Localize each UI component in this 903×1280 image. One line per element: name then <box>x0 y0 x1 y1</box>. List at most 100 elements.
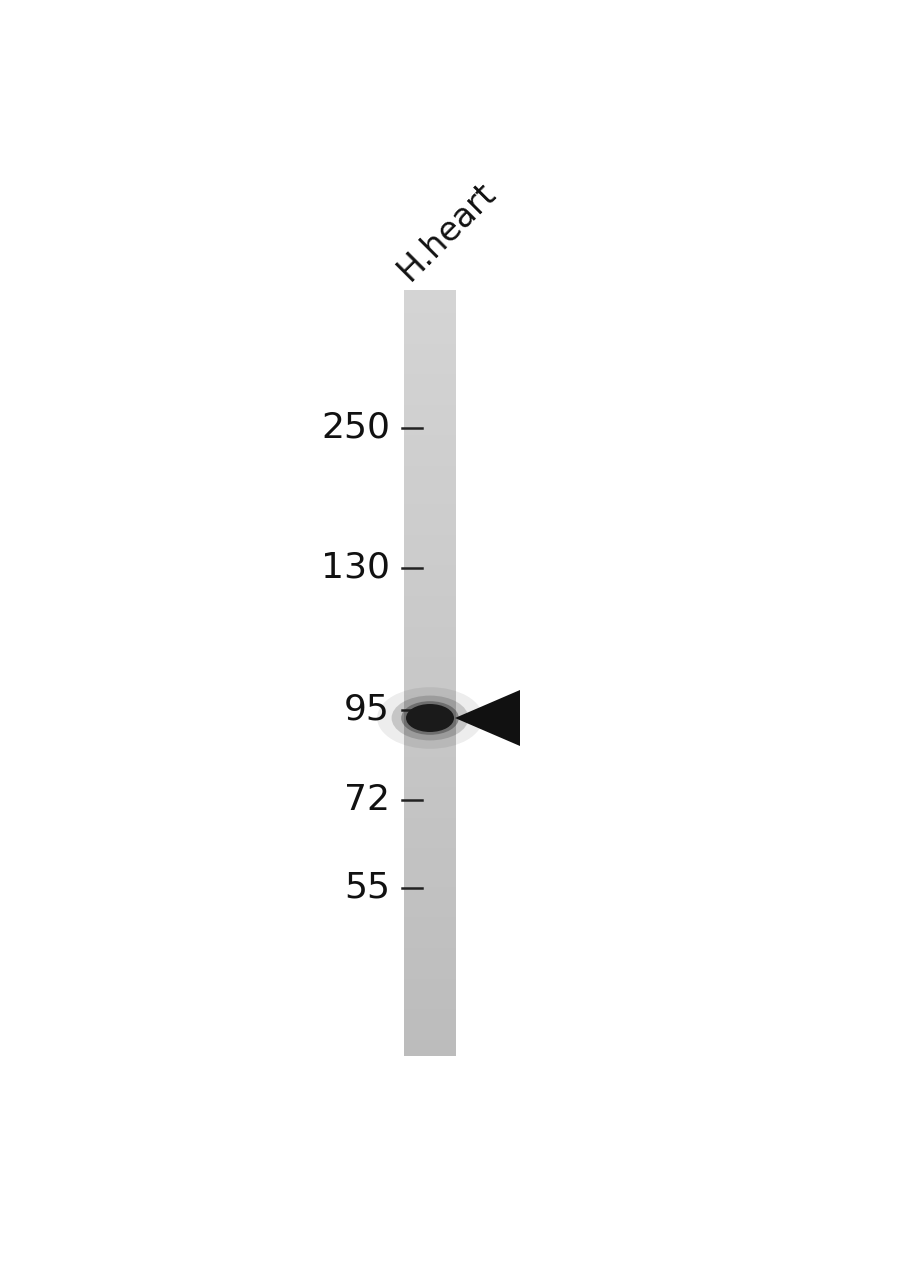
Bar <box>404 856 455 864</box>
Bar <box>404 756 455 764</box>
Bar <box>404 635 455 643</box>
Bar <box>404 680 455 689</box>
Bar <box>404 620 455 627</box>
Bar <box>404 818 455 826</box>
Bar <box>404 695 455 704</box>
Text: 95: 95 <box>344 692 389 727</box>
Bar <box>404 895 455 902</box>
Bar <box>404 1001 455 1010</box>
Bar <box>404 849 455 856</box>
Bar <box>404 993 455 1002</box>
Bar <box>404 604 455 612</box>
Bar <box>404 970 455 979</box>
Ellipse shape <box>405 704 453 732</box>
Bar <box>404 358 455 367</box>
Text: H.heart: H.heart <box>391 177 502 287</box>
Bar <box>404 573 455 581</box>
Bar <box>404 374 455 383</box>
Bar <box>404 964 455 972</box>
Text: 130: 130 <box>321 550 389 585</box>
Bar <box>404 657 455 666</box>
Bar <box>404 481 455 489</box>
Bar <box>404 941 455 948</box>
Text: 250: 250 <box>321 411 389 445</box>
Bar <box>404 933 455 941</box>
Bar <box>404 1039 455 1048</box>
Bar <box>404 726 455 735</box>
Bar <box>404 366 455 375</box>
Bar <box>404 558 455 566</box>
Bar <box>404 298 455 306</box>
Bar <box>404 887 455 895</box>
Bar <box>404 864 455 872</box>
Bar <box>404 351 455 360</box>
Bar <box>404 1047 455 1056</box>
Bar <box>404 381 455 390</box>
Bar <box>404 497 455 504</box>
Bar <box>404 710 455 719</box>
Bar <box>404 1009 455 1018</box>
Bar <box>404 1024 455 1033</box>
Text: 72: 72 <box>344 783 389 817</box>
Bar <box>404 589 455 596</box>
Bar <box>404 627 455 635</box>
Bar <box>404 581 455 589</box>
Bar <box>404 780 455 787</box>
Bar <box>404 948 455 956</box>
Bar <box>404 512 455 520</box>
Bar <box>404 872 455 879</box>
Bar <box>404 925 455 933</box>
Bar <box>404 443 455 451</box>
Bar <box>404 772 455 780</box>
Bar <box>404 612 455 620</box>
Bar <box>404 420 455 429</box>
Bar <box>404 810 455 818</box>
Bar <box>404 489 455 497</box>
Bar <box>404 328 455 337</box>
Bar <box>404 458 455 466</box>
Bar <box>404 687 455 696</box>
Bar <box>404 764 455 772</box>
Bar <box>404 718 455 727</box>
Bar <box>404 412 455 421</box>
Bar <box>404 543 455 550</box>
Bar <box>404 986 455 995</box>
Bar <box>404 566 455 573</box>
Bar <box>404 389 455 398</box>
Bar <box>404 672 455 681</box>
Text: 55: 55 <box>344 870 389 905</box>
Bar <box>404 833 455 841</box>
Ellipse shape <box>377 687 482 749</box>
Bar <box>404 520 455 527</box>
Bar <box>404 787 455 795</box>
Bar <box>404 841 455 849</box>
Bar <box>404 428 455 436</box>
Bar <box>404 306 455 314</box>
Bar <box>404 664 455 673</box>
Bar <box>404 733 455 742</box>
Bar <box>404 527 455 535</box>
Bar <box>404 978 455 987</box>
Bar <box>404 1016 455 1025</box>
Ellipse shape <box>391 695 468 740</box>
Bar <box>404 343 455 352</box>
Bar <box>404 291 455 298</box>
Bar <box>404 649 455 658</box>
Bar <box>404 335 455 344</box>
Bar <box>404 795 455 803</box>
Bar <box>404 641 455 650</box>
Bar <box>404 749 455 758</box>
Bar <box>404 550 455 558</box>
Bar <box>404 320 455 329</box>
Bar <box>404 703 455 712</box>
Bar <box>404 918 455 925</box>
Bar <box>404 451 455 458</box>
Bar <box>404 956 455 964</box>
Bar <box>404 404 455 413</box>
Bar <box>404 741 455 750</box>
Bar <box>404 504 455 512</box>
Ellipse shape <box>401 701 459 735</box>
Bar <box>404 910 455 918</box>
Bar <box>404 435 455 443</box>
Bar <box>404 312 455 321</box>
